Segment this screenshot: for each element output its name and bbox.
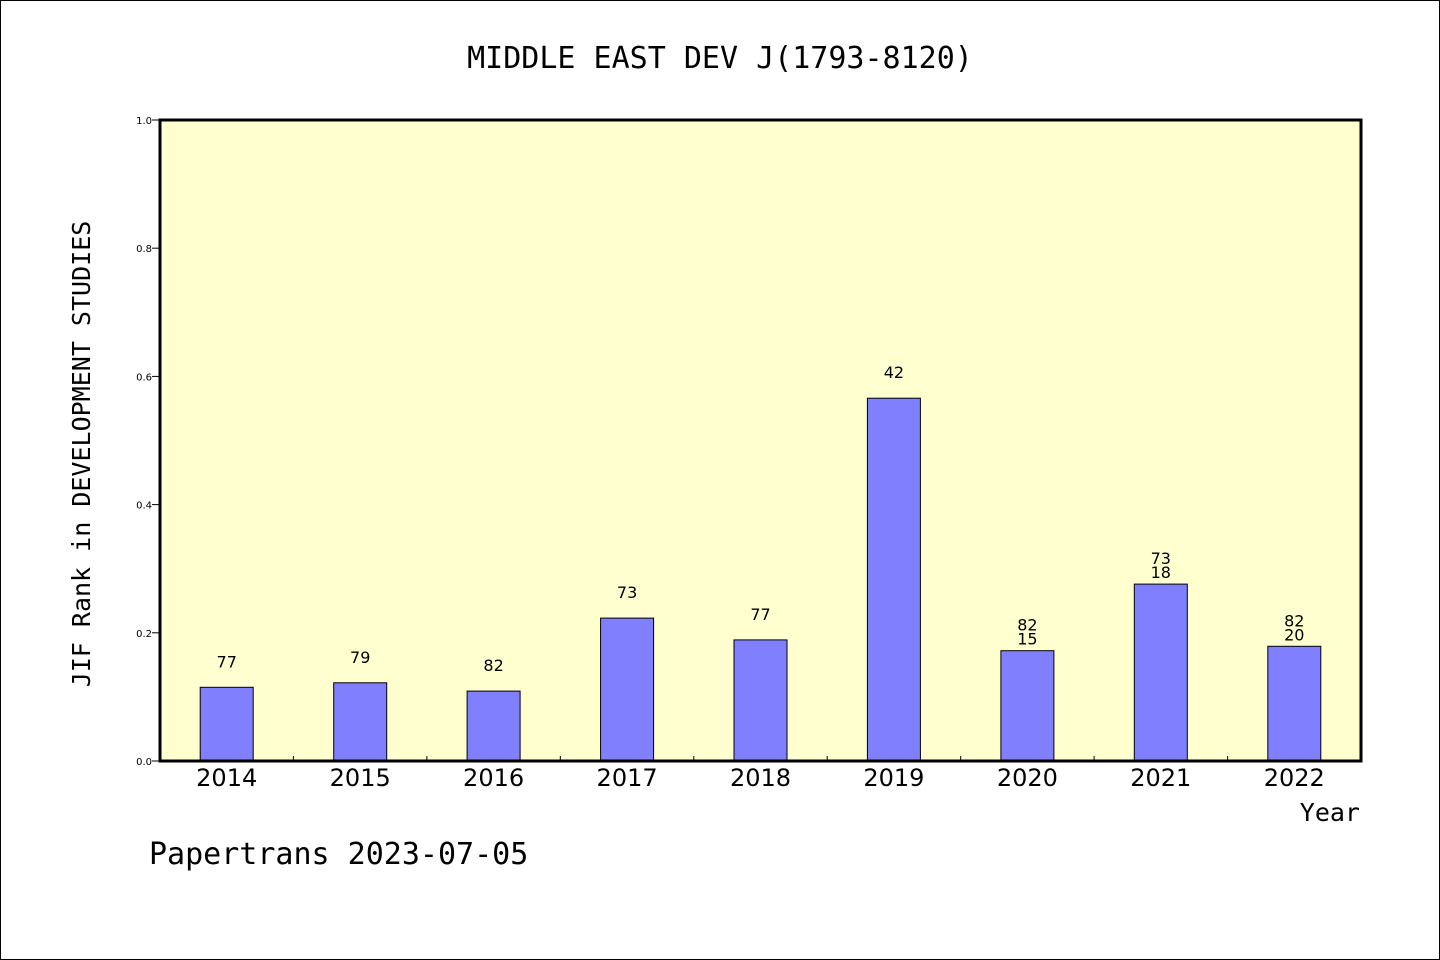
bar-2018: [733, 639, 788, 762]
y-axis-label: JIF Rank in DEVELOPMENT STUDIES: [67, 221, 96, 688]
bar-label-2017-1: 73: [617, 583, 637, 602]
y-tick-label: 0.6: [136, 372, 152, 383]
bar-2022: [1267, 645, 1322, 762]
plot-frame: [158, 118, 1363, 763]
bar-2017: [600, 617, 655, 762]
chart-title: MIDDLE EAST DEV J(1793-8120): [467, 41, 973, 76]
y-tick-label: 0.8: [136, 244, 152, 255]
y-tick-label: 0.4: [136, 501, 152, 512]
y-axis-ticks: 0.0 0.2 0.4 0.6 0.8 1.0: [136, 116, 160, 768]
bar-2014: [199, 686, 254, 762]
x-tick-label-2021: 2021: [1130, 764, 1191, 792]
y-tick-label: 0.0: [136, 757, 152, 768]
bars-group: [199, 397, 1322, 762]
x-tick-label-2018: 2018: [730, 764, 791, 792]
x-tick-label-2017: 2017: [597, 764, 658, 792]
x-tick-label-2015: 2015: [330, 764, 391, 792]
bar-2019: [866, 397, 921, 762]
bar-label-2015-1: 79: [350, 648, 370, 667]
bar-2021: [1133, 583, 1188, 762]
bar-label-2020-1: 82: [1017, 616, 1037, 635]
bar-2020: [1000, 650, 1055, 762]
bar-label-2022-2: 20: [1284, 625, 1304, 644]
bar-label-2014-1: 77: [217, 652, 237, 671]
bar-2015: [333, 682, 388, 762]
bar-label-2021-2: 18: [1151, 563, 1171, 582]
credit-text: Papertrans 2023-07-05: [149, 837, 528, 872]
x-tick-label-2022: 2022: [1264, 764, 1325, 792]
x-axis-ticks: 2014 2015 2016 2017 2018 2019 2020 2021 2022: [196, 756, 1325, 792]
x-tick-label-2016: 2016: [463, 764, 524, 792]
bar-label-2019-1: 42: [884, 363, 904, 382]
y-tick-label: 1.0: [136, 116, 152, 127]
x-tick-label-2019: 2019: [863, 764, 924, 792]
bar-2016: [466, 690, 521, 762]
x-axis-label: Year: [1300, 798, 1360, 827]
bar-label-2018-1: 77: [750, 605, 770, 624]
x-tick-label-2014: 2014: [196, 764, 257, 792]
bar-label-2021-1: 73: [1151, 549, 1171, 568]
y-tick-label: 0.2: [136, 629, 152, 640]
bar-label-2022-1: 82: [1284, 611, 1304, 630]
x-tick-label-2020: 2020: [997, 764, 1058, 792]
bar-label-2016-1: 82: [483, 656, 503, 675]
bar-label-2020-2: 15: [1017, 630, 1037, 649]
